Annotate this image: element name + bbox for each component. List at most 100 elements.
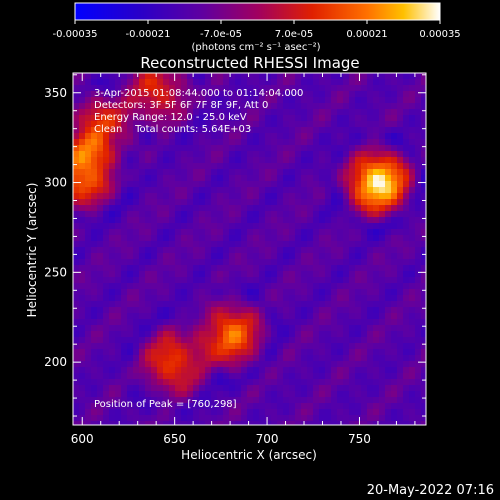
heatmap-cell — [223, 313, 229, 319]
heatmap-cell — [265, 253, 271, 259]
heatmap-cell — [241, 421, 247, 425]
heatmap-cell — [373, 409, 379, 415]
heatmap-cell — [229, 193, 235, 199]
heatmap-cell — [325, 331, 331, 337]
heatmap-cell — [325, 337, 331, 343]
heatmap-cell — [163, 385, 169, 391]
heatmap-cell — [253, 319, 259, 325]
heatmap-cell — [343, 397, 349, 403]
heatmap-cell — [247, 325, 253, 331]
heatmap-cell — [331, 301, 337, 307]
heatmap-cell — [133, 175, 139, 181]
heatmap-cell — [157, 235, 163, 241]
heatmap-cell — [97, 331, 103, 337]
heatmap-cell — [289, 259, 295, 265]
heatmap-cell — [91, 283, 97, 289]
heatmap-cell — [115, 343, 121, 349]
heatmap-cell — [343, 133, 349, 139]
heatmap-cell — [403, 139, 409, 145]
heatmap-cell — [103, 157, 109, 163]
heatmap-cell — [337, 103, 343, 109]
heatmap-cell — [331, 115, 337, 121]
heatmap-cell — [331, 73, 337, 79]
heatmap-cell — [127, 289, 133, 295]
heatmap-cell — [379, 337, 385, 343]
heatmap-cell — [391, 343, 397, 349]
heatmap-cell — [241, 85, 247, 91]
heatmap-cell — [247, 187, 253, 193]
heatmap-cell — [253, 391, 259, 397]
heatmap-cell — [307, 241, 313, 247]
heatmap-cell — [121, 331, 127, 337]
heatmap-cell — [313, 205, 319, 211]
heatmap-cell — [295, 97, 301, 103]
heatmap-cell — [379, 409, 385, 415]
heatmap-cell — [235, 205, 241, 211]
heatmap-cell — [403, 373, 409, 379]
heatmap-cell — [409, 385, 415, 391]
heatmap-cell — [247, 355, 253, 361]
heatmap-cell — [103, 421, 109, 425]
heatmap-cell — [139, 271, 145, 277]
heatmap-cell — [79, 175, 85, 181]
heatmap-cell — [217, 121, 223, 127]
heatmap-cell — [217, 319, 223, 325]
heatmap-cell — [313, 187, 319, 193]
heatmap-cell — [385, 355, 391, 361]
heatmap-cell — [325, 139, 331, 145]
heatmap-cell — [385, 325, 391, 331]
heatmap-cell — [121, 415, 127, 421]
heatmap-cell — [115, 241, 121, 247]
heatmap-cell — [259, 187, 265, 193]
heatmap-cell — [139, 211, 145, 217]
heatmap-cell — [313, 109, 319, 115]
heatmap-cell — [229, 91, 235, 97]
heatmap-cell — [139, 259, 145, 265]
heatmap-cell — [385, 385, 391, 391]
heatmap-cell — [163, 343, 169, 349]
heatmap-cell — [307, 373, 313, 379]
heatmap-cell — [253, 355, 259, 361]
heatmap-cell — [331, 217, 337, 223]
heatmap-cell — [91, 79, 97, 85]
heatmap-cell — [175, 157, 181, 163]
heatmap-cell — [421, 187, 426, 193]
heatmap-cell — [109, 205, 115, 211]
heatmap-cell — [379, 331, 385, 337]
heatmap-cell — [199, 91, 205, 97]
heatmap-cell — [223, 199, 229, 205]
heatmap-cell — [235, 193, 241, 199]
heatmap-cell — [271, 343, 277, 349]
heatmap-cell — [151, 409, 157, 415]
heatmap-cell — [73, 277, 79, 283]
heatmap-cell — [133, 259, 139, 265]
heatmap-cell — [415, 235, 421, 241]
heatmap-cell — [379, 319, 385, 325]
heatmap-cell — [85, 295, 91, 301]
heatmap-cell — [199, 121, 205, 127]
heatmap-cell — [367, 385, 373, 391]
heatmap-cell — [139, 385, 145, 391]
heatmap-cell — [205, 79, 211, 85]
heatmap-cell — [133, 409, 139, 415]
heatmap-cell — [97, 349, 103, 355]
heatmap-cell — [415, 169, 421, 175]
heatmap-cell — [163, 331, 169, 337]
heatmap-cell — [235, 175, 241, 181]
heatmap-cell — [355, 415, 361, 421]
heatmap-cell — [205, 259, 211, 265]
heatmap-cell — [85, 283, 91, 289]
heatmap-cell — [277, 181, 283, 187]
heatmap-cell — [187, 73, 193, 79]
heatmap-cell — [151, 349, 157, 355]
heatmap-cell — [151, 127, 157, 133]
heatmap-cell — [349, 283, 355, 289]
heatmap-cell — [355, 229, 361, 235]
heatmap-cell — [235, 145, 241, 151]
heatmap-cell — [379, 151, 385, 157]
heatmap-cell — [337, 157, 343, 163]
heatmap-cell — [403, 367, 409, 373]
heatmap-cell — [223, 409, 229, 415]
heatmap-cell — [199, 133, 205, 139]
heatmap-cell — [79, 259, 85, 265]
